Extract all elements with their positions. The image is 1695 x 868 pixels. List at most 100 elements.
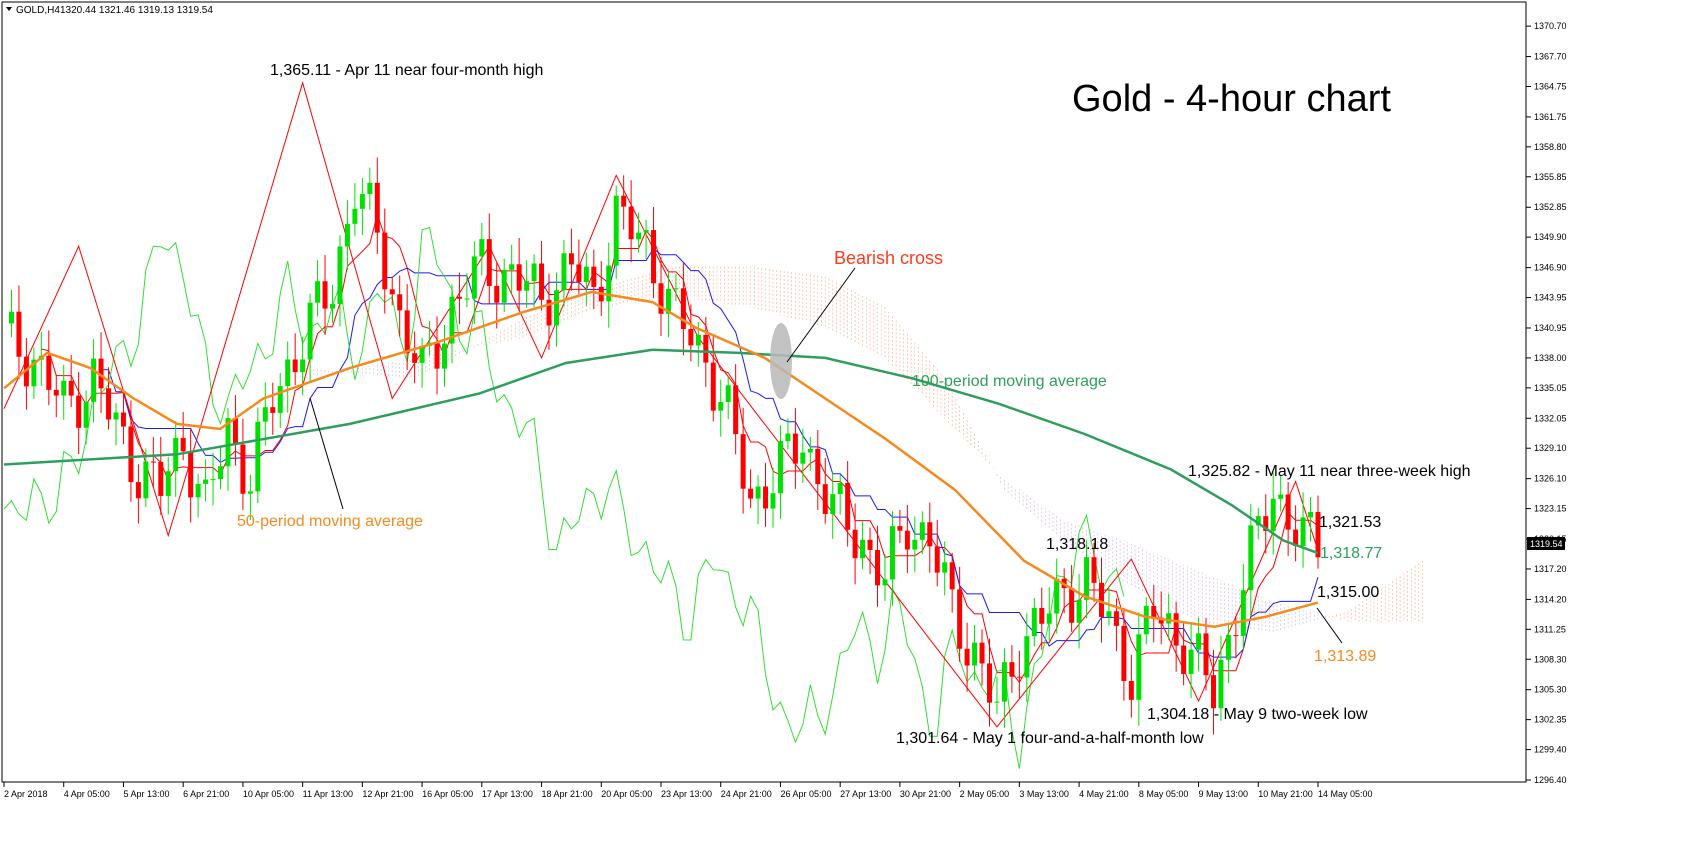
- candle-body: [247, 491, 253, 494]
- candle-body: [1113, 611, 1119, 626]
- candle-body: [128, 426, 134, 483]
- candle-body: [1091, 557, 1097, 583]
- candle-body: [972, 642, 978, 666]
- y-tick-label: 1367.70: [1534, 52, 1567, 62]
- x-tick-label: 20 Apr 05:00: [601, 789, 652, 799]
- candle-body: [1210, 675, 1216, 709]
- low-may1-label: 1,301.64 - May 1 four-and-a-half-month l…: [896, 730, 1204, 747]
- candle-body: [180, 437, 186, 452]
- chikou-line: [3, 226, 1125, 769]
- candle-body: [1300, 517, 1306, 547]
- candle-body: [203, 479, 209, 484]
- candle-body: [188, 451, 194, 498]
- x-tick-label: 5 Apr 13:00: [123, 789, 169, 799]
- x-tick-label: 11 Apr 13:00: [303, 789, 353, 799]
- x-tick-label: 26 Apr 05:00: [780, 789, 831, 799]
- candle-body: [1128, 680, 1134, 700]
- candle-body: [792, 433, 798, 464]
- candle-body: [412, 353, 418, 363]
- candle-body: [389, 289, 395, 295]
- y-tick-label: 1343.95: [1534, 293, 1567, 303]
- candle-body: [68, 380, 74, 396]
- candle-body: [1151, 606, 1157, 618]
- candle-body: [1076, 599, 1082, 623]
- time-axis: 2 Apr 2018 4 Apr 05:00 5 Apr 13:00 6 Apr 21…: [3, 782, 1373, 799]
- candle-body: [882, 579, 888, 586]
- candle-body: [815, 448, 821, 485]
- candle-body: [494, 285, 500, 303]
- candle-body: [143, 461, 149, 499]
- y-tick-label: 1335.05: [1534, 383, 1567, 393]
- candle-body: [315, 281, 321, 303]
- candle-body: [606, 265, 612, 302]
- candle-body: [344, 223, 350, 247]
- level-1318-18-label: 1,318.18: [1046, 536, 1108, 553]
- candle-body: [777, 441, 783, 494]
- candle-body: [1248, 525, 1254, 591]
- candle-body: [733, 385, 739, 435]
- tenkan-line: [41, 212, 1319, 684]
- candle-body: [1158, 617, 1164, 624]
- level-1321-53-label: 1,321.53: [1319, 514, 1381, 531]
- candle-body: [61, 380, 67, 396]
- candle-body: [270, 407, 276, 413]
- y-tick-label: 1338.00: [1534, 353, 1567, 363]
- candle-body: [1054, 578, 1060, 614]
- candle-body: [628, 206, 634, 240]
- candle-body: [240, 444, 246, 494]
- y-tick-label: 1314.20: [1534, 594, 1567, 604]
- candle-body: [1143, 606, 1149, 635]
- ma50-line: [3, 290, 1319, 629]
- y-tick-label: 1329.10: [1534, 443, 1567, 453]
- x-tick-label: 16 Apr 05:00: [422, 789, 473, 799]
- candle-body: [1106, 611, 1112, 617]
- candle-body: [158, 461, 164, 496]
- candle-body: [837, 482, 843, 495]
- candle-body: [561, 253, 567, 291]
- candle-body: [957, 589, 963, 649]
- candle-body: [583, 266, 589, 283]
- candle-body: [195, 483, 201, 498]
- candle-body: [1084, 557, 1090, 600]
- x-tick-label: 14 May 05:00: [1318, 789, 1373, 799]
- collapse-arrow-icon[interactable]: [6, 7, 12, 11]
- candle-body: [441, 343, 447, 369]
- candle-body: [359, 194, 365, 209]
- candle-body: [1031, 607, 1037, 637]
- candle-body: [262, 407, 268, 422]
- candle-body: [456, 296, 462, 299]
- x-tick-label: 6 Apr 21:00: [183, 789, 229, 799]
- candle-body: [486, 239, 492, 286]
- candle-body: [748, 488, 754, 499]
- candle-body: [979, 642, 985, 664]
- y-tick-label: 1326.10: [1534, 474, 1567, 484]
- x-tick-label: 27 Apr 13:00: [840, 789, 891, 799]
- candle-body: [76, 395, 82, 428]
- candle-body: [695, 334, 701, 346]
- candle-body: [1173, 613, 1179, 646]
- candle-body: [852, 529, 858, 559]
- y-tick-label: 1355.85: [1534, 172, 1567, 182]
- bearish-cross-pointer: [786, 267, 856, 363]
- candle-body: [120, 412, 126, 427]
- candle-body: [1308, 511, 1314, 518]
- candle-body: [725, 385, 731, 403]
- candle-body: [1196, 633, 1202, 650]
- bearish-cross-marker: [770, 323, 792, 399]
- candle-body: [785, 433, 791, 442]
- candle-body: [322, 281, 328, 309]
- candle-body: [53, 389, 59, 396]
- candle-body: [763, 486, 769, 509]
- candle-body: [255, 421, 261, 492]
- y-tick-label: 1299.40: [1534, 745, 1567, 755]
- candle-body: [1263, 516, 1269, 531]
- high-may11-label: 1,325.82 - May 11 near three-week high: [1188, 463, 1471, 480]
- y-tick-label: 1352.85: [1534, 202, 1567, 212]
- candle-body: [927, 522, 933, 547]
- candle-body: [576, 264, 582, 283]
- x-tick-label: 30 Apr 21:00: [900, 789, 951, 799]
- y-tick-label: 1340.95: [1534, 323, 1567, 333]
- candle-body: [1188, 649, 1194, 674]
- x-tick-label: 10 Apr 05:00: [243, 789, 294, 799]
- y-tick-label: 1308.30: [1534, 654, 1567, 664]
